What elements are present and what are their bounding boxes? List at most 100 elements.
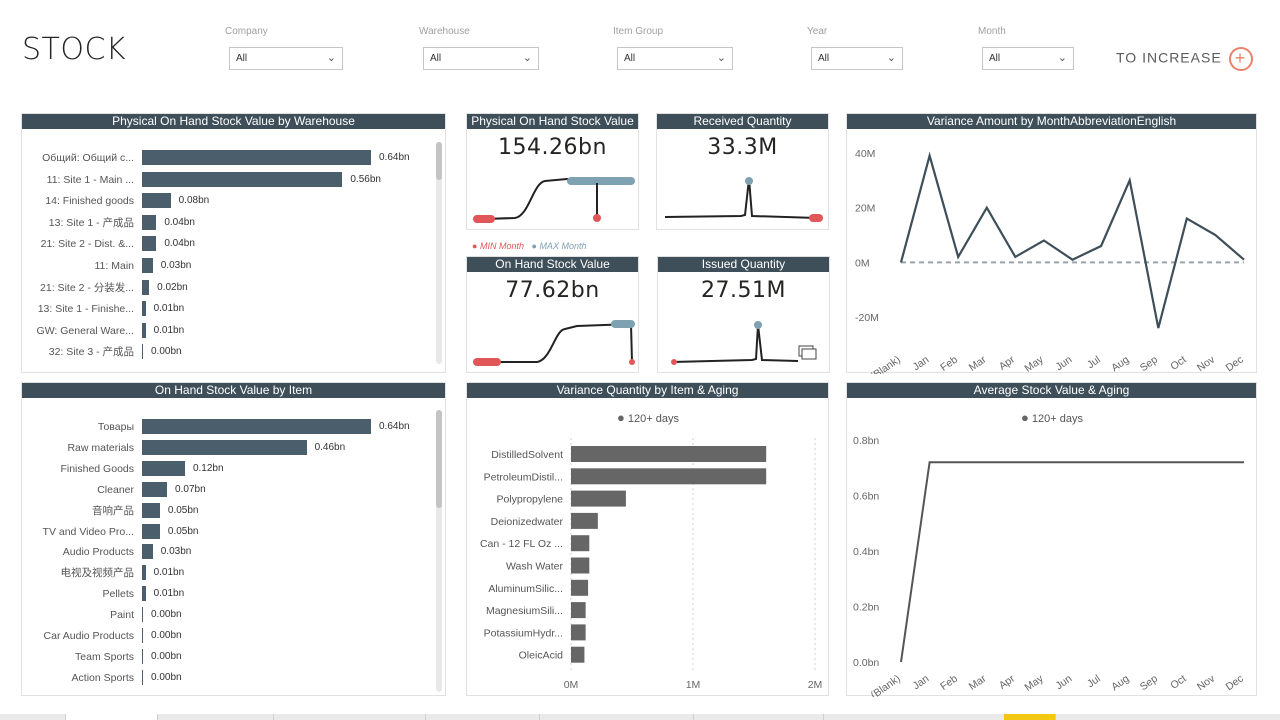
max-point <box>745 177 753 185</box>
page-tab[interactable] <box>540 714 694 720</box>
bar-row[interactable]: 14: Finished goods 0.08bn <box>22 193 442 209</box>
bar[interactable] <box>142 214 157 230</box>
chart-legend[interactable]: ● 120+ days <box>617 410 679 425</box>
bar-row[interactable]: 21: Site 2 - 分装发... 0.02bn <box>22 279 442 296</box>
bar[interactable] <box>142 279 150 295</box>
bar[interactable] <box>142 344 143 360</box>
focus-mode-icon[interactable] <box>798 345 817 360</box>
bar[interactable] <box>142 481 168 497</box>
bar-row[interactable]: 11: Site 1 - Main ... 0.56bn <box>22 171 442 188</box>
bar-label: Pellets <box>102 588 134 601</box>
x-tick-label: Mar <box>967 353 989 373</box>
bar[interactable] <box>142 258 153 273</box>
page-tab[interactable] <box>274 714 426 720</box>
bar-row[interactable]: GW: General Ware... 0.01bn <box>22 322 442 339</box>
bar[interactable] <box>142 439 307 455</box>
page-tab[interactable] <box>426 714 540 720</box>
bar-value-label: 0.00bn <box>151 609 182 621</box>
kpi-on-hand-stock-value[interactable]: On Hand Stock Value 77.62bn <box>466 256 639 373</box>
bar[interactable] <box>142 544 153 560</box>
bar[interactable] <box>142 236 157 252</box>
scrollbar[interactable] <box>436 142 442 364</box>
bar[interactable] <box>142 523 160 539</box>
bar-row[interactable]: 11: Main 0.03bn <box>22 258 442 274</box>
bar-row[interactable]: Pellets 0.01bn <box>22 586 442 602</box>
bar[interactable] <box>142 607 143 623</box>
bar-row[interactable]: TV and Video Pro... 0.05bn <box>22 523 442 540</box>
bar-row[interactable]: Team Sports 0.00bn <box>22 648 442 665</box>
bar[interactable] <box>142 628 143 643</box>
bar-row[interactable]: Finished Goods 0.12bn <box>22 460 442 477</box>
sparkline-path <box>483 322 633 363</box>
bar <box>571 557 590 574</box>
bar-value-label: 0.07bn <box>175 483 206 495</box>
variance-quantity-chart[interactable]: Variance Quantity by Item & Aging ● 120+… <box>466 382 829 696</box>
x-tick-label: Sep <box>1138 354 1160 374</box>
slicer-item-group[interactable]: Item Group All ⌄ <box>613 26 733 70</box>
bar-row[interactable]: 13: Site 1 - 产成品 0.04bn <box>22 214 442 231</box>
bar-row[interactable]: Paint 0.00bn <box>22 607 442 623</box>
bar[interactable] <box>142 150 371 165</box>
slicer-year[interactable]: Year All ⌄ <box>807 26 903 70</box>
bar[interactable] <box>142 460 185 476</box>
bar-row[interactable]: 21: Site 2 - Dist. &... 0.04bn <box>22 236 442 252</box>
bar-label: Paint <box>110 609 134 622</box>
chart-legend[interactable]: ● 120+ days <box>1021 410 1083 425</box>
slicer-value: All <box>430 53 442 64</box>
to-increase-button[interactable]: TO INCREASE + <box>1116 47 1253 71</box>
bar-row[interactable]: Car Audio Products 0.00bn <box>22 628 442 644</box>
slicer-dropdown[interactable]: All ⌄ <box>229 47 343 70</box>
bar-value-label: 0.00bn <box>151 671 182 683</box>
bar-row[interactable]: Cleaner 0.07bn <box>22 481 442 498</box>
bar-label: 11: Main <box>94 260 135 272</box>
scrollbar-thumb[interactable] <box>436 410 442 508</box>
scrollbar[interactable] <box>436 410 442 692</box>
warehouse-bar-chart[interactable]: Physical On Hand Stock Value by Warehous… <box>21 113 446 373</box>
kpi-physical-stock-value[interactable]: Physical On Hand Stock Value 154.26bn <box>466 113 639 230</box>
bar[interactable] <box>142 193 171 209</box>
page-title: STOCK <box>22 32 127 67</box>
slicer-dropdown[interactable]: All ⌄ <box>617 47 733 70</box>
bar-row[interactable]: Raw materials 0.46bn <box>22 439 442 456</box>
average-stock-chart[interactable]: Average Stock Value & Aging ● 120+ days … <box>846 382 1257 697</box>
slicer-month[interactable]: Month All ⌄ <box>978 26 1074 70</box>
bar[interactable] <box>142 171 343 187</box>
page-tab[interactable] <box>158 714 274 720</box>
chart-title: Variance Quantity by Item & Aging <box>467 383 828 398</box>
bar-row[interactable]: Audio Products 0.03bn <box>22 544 442 560</box>
kpi-title: Received Quantity <box>657 114 828 129</box>
scrollbar-thumb[interactable] <box>436 142 442 180</box>
kpi-issued-quantity[interactable]: Issued Quantity 27.51M <box>657 256 830 373</box>
bar[interactable] <box>142 502 160 518</box>
kpi-value: 154.26bn <box>498 135 607 160</box>
page-tab[interactable] <box>0 714 66 720</box>
bar-row[interactable]: 电视及视频产品 0.01bn <box>22 565 442 581</box>
bar-row[interactable]: 32: Site 3 - 产成品 0.00bn <box>22 344 442 360</box>
bar[interactable] <box>142 586 146 602</box>
slicer-dropdown[interactable]: All ⌄ <box>982 47 1074 70</box>
variance-amount-chart[interactable]: Variance Amount by MonthAbbreviationEngl… <box>846 113 1257 374</box>
slicer-company[interactable]: Company All ⌄ <box>225 26 343 70</box>
page-tab-highlight[interactable] <box>1004 714 1056 720</box>
bar-row[interactable]: Товары 0.64bn <box>22 419 442 435</box>
kpi-received-quantity[interactable]: Received Quantity 33.3M <box>656 113 829 230</box>
bar[interactable] <box>142 565 146 581</box>
bar-row[interactable]: Общий: Общий с... 0.64bn <box>22 150 442 166</box>
item-bar-chart[interactable]: On Hand Stock Value by Item Товары 0.64bn… <box>21 382 446 696</box>
slicer-dropdown[interactable]: All ⌄ <box>423 47 539 70</box>
slicer-dropdown[interactable]: All ⌄ <box>811 47 903 70</box>
page-tab[interactable] <box>694 714 824 720</box>
bar[interactable] <box>142 322 146 338</box>
bar-row[interactable]: Action Sports 0.00bn <box>22 669 442 686</box>
bar-row[interactable]: 音响产品 0.05bn <box>22 502 442 519</box>
bar <box>571 490 626 507</box>
y-tick-label: 0.4bn <box>853 546 879 558</box>
page-tab-active[interactable] <box>66 714 158 720</box>
bar-row[interactable]: 13: Site 1 - Finishe... 0.01bn <box>22 301 442 317</box>
slicer-warehouse[interactable]: Warehouse All ⌄ <box>419 26 539 70</box>
bar[interactable] <box>142 301 146 317</box>
y-tick-label: Deionizedwater <box>491 516 564 528</box>
bar[interactable] <box>142 669 143 685</box>
bar[interactable] <box>142 419 371 434</box>
bar[interactable] <box>142 648 143 664</box>
